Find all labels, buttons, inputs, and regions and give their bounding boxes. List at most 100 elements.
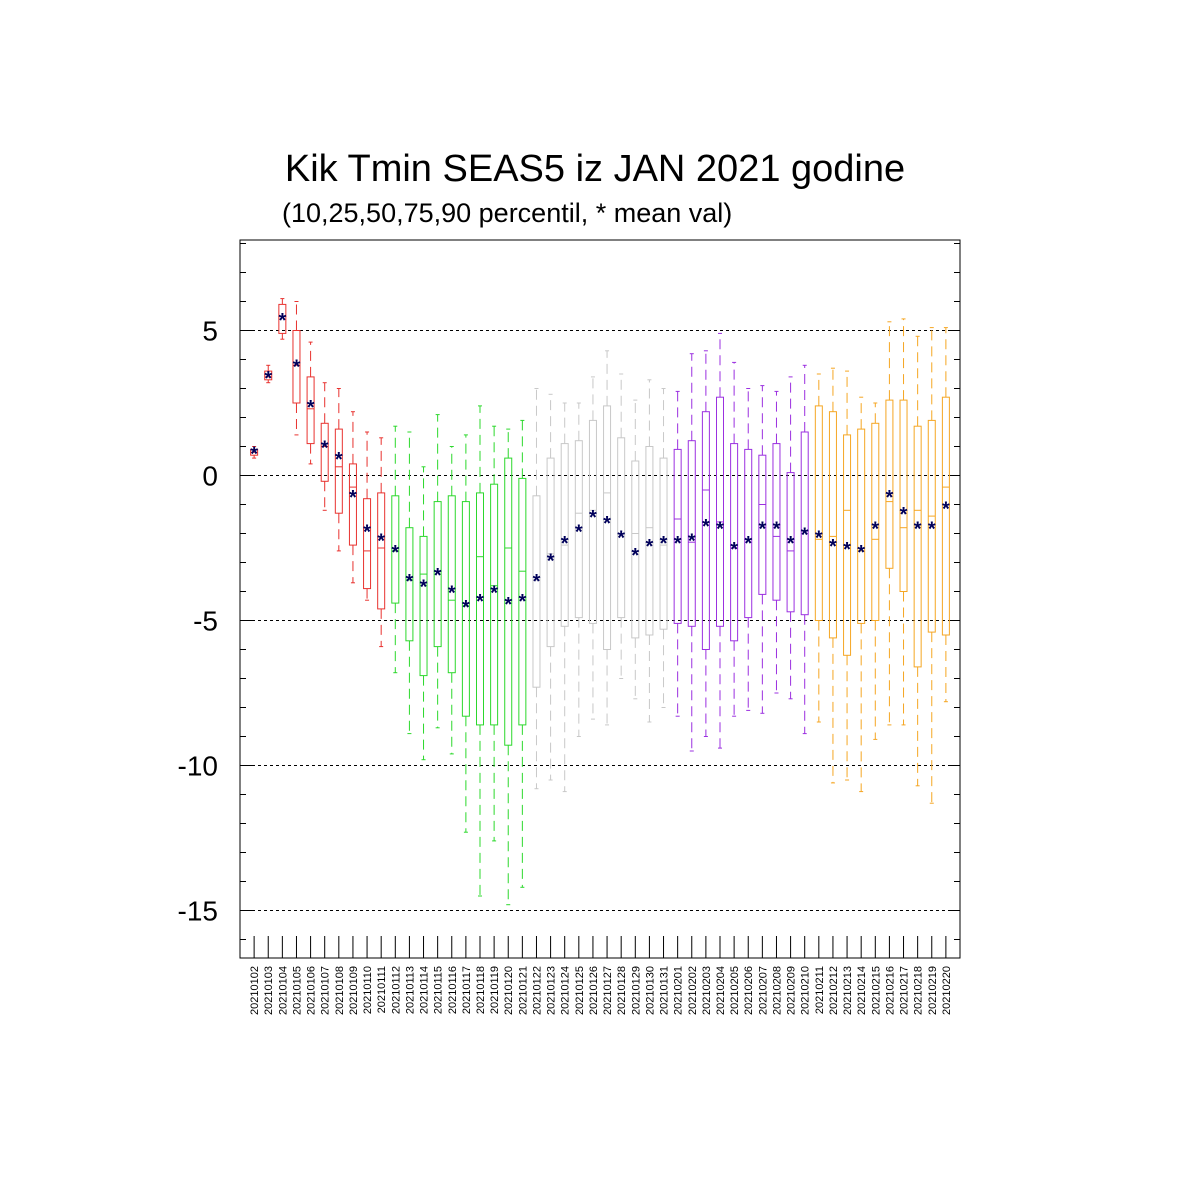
box-iqr xyxy=(871,422,880,621)
x-tick-label: 20210125 xyxy=(574,966,586,1015)
x-tick-label: 20210122 xyxy=(531,966,543,1015)
mean-marker: * xyxy=(250,443,258,465)
box-iqr xyxy=(292,330,301,404)
box-20210109 xyxy=(348,411,357,584)
x-tick-label: 20210117 xyxy=(461,966,473,1014)
x-tick-label: 20210218 xyxy=(913,966,925,1015)
mean-marker: * xyxy=(448,583,456,605)
box-20210125 xyxy=(574,402,583,737)
mean-marker: * xyxy=(702,516,710,538)
box-iqr xyxy=(617,437,626,619)
box-20210105 xyxy=(292,301,301,436)
mean-marker: * xyxy=(363,522,371,544)
mean-marker: * xyxy=(758,519,766,541)
mean-marker: * xyxy=(773,519,781,541)
x-tick-label: 20210113 xyxy=(404,966,416,1014)
y-tick-label: -15 xyxy=(178,896,218,927)
x-tick-label: 20210217 xyxy=(899,966,911,1015)
x-tick-label: 20210130 xyxy=(644,966,656,1015)
box-20210102 xyxy=(250,446,259,459)
box-20210204 xyxy=(716,332,724,749)
box-20210111 xyxy=(377,437,386,648)
box-20210214 xyxy=(857,396,866,793)
box-20210202 xyxy=(687,353,696,752)
x-tick-marks xyxy=(253,936,947,958)
x-tick-label: 20210110 xyxy=(362,966,374,1014)
box-20210126 xyxy=(588,376,597,720)
x-tick-label: 20210112 xyxy=(390,966,402,1014)
mean-marker: * xyxy=(886,487,894,509)
box-iqr xyxy=(645,446,654,636)
box-iqr xyxy=(532,495,541,688)
x-tick-label: 20210203 xyxy=(701,966,713,1015)
mean-marker: * xyxy=(603,513,611,535)
box-20210209 xyxy=(786,376,795,700)
box-iqr xyxy=(405,527,414,642)
chart-title: Kik Tmin SEAS5 iz JAN 2021 godine xyxy=(284,148,906,190)
box-20210213 xyxy=(843,370,852,781)
x-tick-label: 20210105 xyxy=(291,966,303,1015)
x-tick-label: 20210106 xyxy=(306,966,318,1015)
x-tick-label: 20210108 xyxy=(334,966,346,1015)
mean-marker: * xyxy=(278,310,286,332)
box-iqr xyxy=(574,440,583,619)
boxes xyxy=(250,298,950,906)
mean-marker: * xyxy=(900,504,908,526)
box-iqr xyxy=(941,396,950,636)
box-20210123 xyxy=(546,393,555,781)
box-iqr xyxy=(560,443,569,627)
box-iqr xyxy=(885,399,894,569)
box-20210212 xyxy=(828,367,837,784)
x-tick-label: 20210126 xyxy=(588,966,600,1015)
x-tick-label: 20210208 xyxy=(771,966,783,1015)
box-iqr xyxy=(476,492,484,726)
mean-marker: * xyxy=(406,571,414,593)
x-tick-label: 20210118 xyxy=(475,966,487,1014)
box-20210117 xyxy=(461,434,470,833)
x-tick-label: 20210220 xyxy=(941,966,953,1015)
x-tick-label: 20210124 xyxy=(560,966,572,1015)
mean-marker: * xyxy=(420,577,428,599)
box-20210122 xyxy=(532,388,541,790)
mean-marker: * xyxy=(321,438,329,460)
box-iqr xyxy=(504,457,513,746)
mean-marker: * xyxy=(335,449,343,471)
box-20210106 xyxy=(306,341,315,465)
mean-marker: * xyxy=(391,542,399,564)
x-tick-label: 20210102 xyxy=(249,966,261,1015)
box-iqr xyxy=(419,535,428,677)
mean-marker: * xyxy=(434,565,442,587)
box-iqr xyxy=(716,396,724,627)
box-iqr xyxy=(701,411,710,651)
box-iqr xyxy=(490,483,499,726)
chart-subtitle: (10,25,50,75,90 percentil, * mean val) xyxy=(282,198,733,228)
x-tick-label: 20210104 xyxy=(277,966,289,1015)
box-20210110 xyxy=(363,431,372,601)
box-20210130 xyxy=(645,379,654,723)
box-iqr xyxy=(730,443,739,642)
x-tick-label: 20210120 xyxy=(503,966,515,1015)
mean-marker: * xyxy=(660,533,668,555)
y-tick-labels: 5 0 -5 -10 -15 xyxy=(178,316,218,927)
box-iqr xyxy=(913,425,922,668)
box-iqr xyxy=(588,419,597,624)
box-20210119 xyxy=(490,425,499,842)
mean-marker: * xyxy=(843,539,851,561)
box-20210211 xyxy=(814,373,823,723)
x-tick-label: 20210107 xyxy=(320,966,332,1015)
box-20210118 xyxy=(476,405,484,897)
box-iqr xyxy=(814,405,823,621)
mean-marker: * xyxy=(730,539,738,561)
box-iqr xyxy=(786,472,795,613)
x-tick-label: 20210216 xyxy=(884,966,896,1015)
box-iqr xyxy=(447,495,456,674)
mean-marker: * xyxy=(928,519,936,541)
x-tick-label: 20210206 xyxy=(743,966,755,1015)
box-20210128 xyxy=(617,373,626,679)
x-tick-label: 20210209 xyxy=(786,966,798,1015)
box-20210129 xyxy=(631,399,640,700)
mean-marker: * xyxy=(533,571,541,593)
mean-marker: * xyxy=(815,527,823,549)
box-20210127 xyxy=(603,350,612,726)
box-20210103 xyxy=(264,364,273,384)
